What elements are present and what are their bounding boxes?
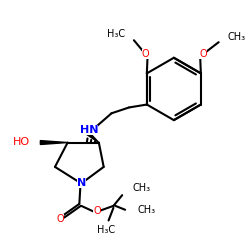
Text: H₃C: H₃C	[107, 30, 125, 40]
Text: HO: HO	[12, 136, 30, 146]
Polygon shape	[40, 140, 68, 144]
Text: CH₃: CH₃	[133, 183, 151, 193]
Text: O: O	[142, 49, 150, 59]
Text: CH₃: CH₃	[228, 32, 246, 42]
Text: O: O	[93, 206, 101, 216]
Text: N: N	[77, 178, 86, 188]
Text: O: O	[199, 49, 207, 59]
Text: HN: HN	[80, 125, 98, 135]
Text: O: O	[56, 214, 64, 224]
Text: H₃C: H₃C	[96, 225, 115, 235]
Text: CH₃: CH₃	[138, 205, 156, 215]
Polygon shape	[85, 130, 99, 142]
